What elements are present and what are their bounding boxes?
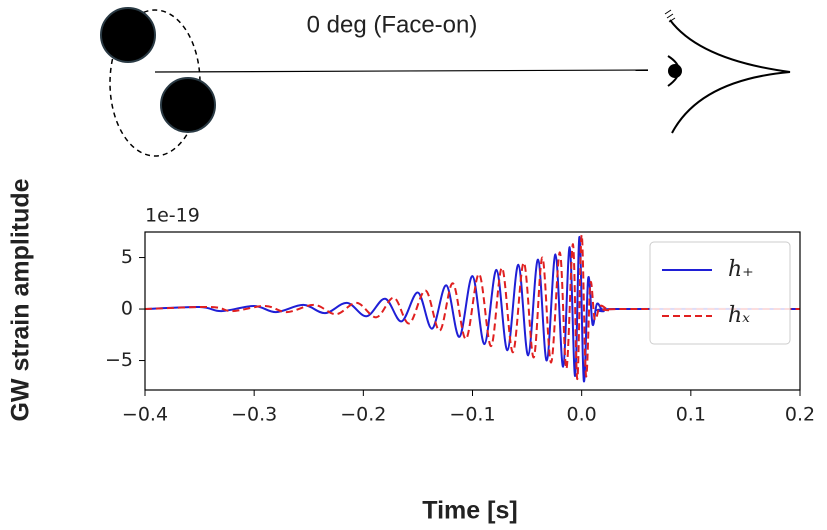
y-tick-label: 0 — [121, 298, 133, 320]
y-axis-label: GW strain amplitude — [7, 178, 35, 421]
x-tick-label: 0.1 — [676, 404, 706, 426]
x-tick-label: −0.3 — [231, 404, 277, 426]
pupil — [668, 64, 682, 78]
x-tick-label: 0.2 — [785, 404, 815, 426]
black-hole — [160, 77, 216, 133]
eyelash — [664, 9, 676, 23]
y-tick-label: −5 — [105, 349, 133, 371]
x-axis-label: Time [s] — [422, 497, 517, 525]
line-of-sight — [154, 69, 649, 73]
black-hole — [100, 7, 156, 63]
x-tick-label: −0.2 — [340, 404, 386, 426]
series-line — [144, 233, 801, 381]
diagram-title: 0 deg (Face-on) — [307, 11, 478, 38]
x-tick-label: −0.4 — [122, 404, 168, 426]
legend-box — [649, 241, 791, 345]
diagram: 0 deg (Face-on) — [100, 7, 791, 157]
eye-outline — [669, 19, 791, 134]
y-tick-label: 5 — [121, 246, 133, 268]
x-tick-label: 0.0 — [567, 404, 597, 426]
offset-label: 1e-19 — [145, 205, 200, 227]
x-tick-label: −0.1 — [449, 404, 495, 426]
plot-frame — [144, 231, 801, 391]
legend-label: h₊ — [728, 257, 754, 282]
legend-label: hₓ — [728, 303, 750, 328]
plot: −0.4 −0.3 −0.2 −0.1 0.0 0.1 0.2 −5 0 5 h₊ hₓ — [105, 231, 815, 426]
